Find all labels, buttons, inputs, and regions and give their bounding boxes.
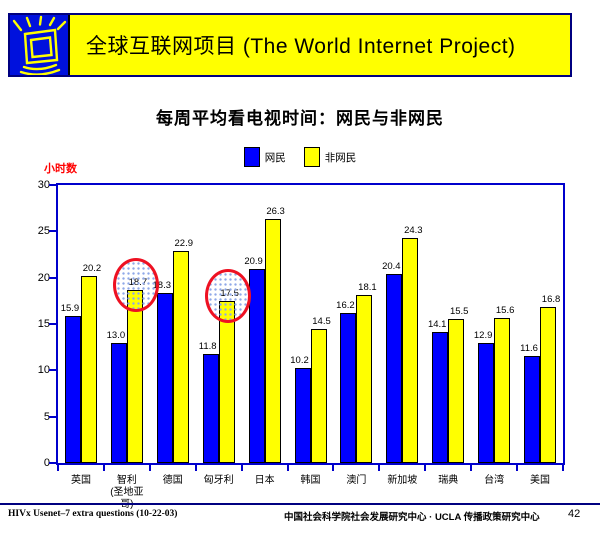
bar-netizen <box>64 315 81 463</box>
x-category-label: 美国 <box>530 475 551 486</box>
bar-value-label: 15.9 <box>60 302 80 314</box>
annotation-red-circle <box>204 268 251 323</box>
bar-value-label: 13.0 <box>106 329 126 341</box>
bar-value-label: 15.5 <box>449 306 469 318</box>
bar-value-label: 15.6 <box>495 305 515 317</box>
bar-non-netizen <box>356 295 373 463</box>
footer-center-text: 中国社会科学院社会发展研究中心 · UCLA 传播政策研究中心 <box>284 512 540 523</box>
bar-netizen <box>524 355 541 463</box>
bar-netizen <box>248 269 265 463</box>
bar-non-netizen <box>218 300 235 463</box>
x-tick-mark <box>194 465 197 471</box>
page-number: 42 <box>568 508 581 520</box>
bar-non-netizen <box>310 328 327 463</box>
x-category-label: 智利 (圣地亚哥) <box>110 475 144 510</box>
bar-non-netizen <box>540 307 557 463</box>
chart-title: 每周平均看电视时间：网民与非网民 <box>156 109 444 128</box>
bar-value-label: 11.8 <box>198 340 217 352</box>
x-tick-mark <box>424 465 427 471</box>
annotation-red-circle <box>112 257 159 312</box>
y-tick-mark <box>49 323 56 325</box>
x-category-label: 日本 <box>254 475 275 486</box>
bar-value-label: 12.9 <box>473 330 493 342</box>
bar-netizen <box>294 368 311 463</box>
y-tick-mark <box>49 184 56 186</box>
bar-non-netizen <box>494 318 511 463</box>
bar-value-label: 18.1 <box>358 282 377 294</box>
chart-legend: 网民 非网民 <box>0 146 600 168</box>
x-tick-mark <box>240 465 243 471</box>
y-tick-label: 25 <box>37 225 50 238</box>
x-tick-mark <box>332 465 335 471</box>
y-tick-mark <box>49 276 56 279</box>
x-category-label: 韩国 <box>300 475 321 486</box>
bar-value-label: 14.1 <box>427 319 447 331</box>
x-tick-mark <box>57 465 59 471</box>
bar-value-label: 22.9 <box>174 237 194 249</box>
bar-non-netizen <box>172 250 189 463</box>
y-tick-label: 20 <box>37 271 50 284</box>
bar-netizen <box>432 332 449 463</box>
y-axis-label: 小时数 <box>44 163 77 175</box>
y-tick-mark <box>49 462 56 464</box>
legend-item-non-netizen: 非网民 <box>303 147 357 167</box>
x-category-label: 台湾 <box>484 475 505 486</box>
bar-value-label: 11.6 <box>520 342 538 354</box>
x-category-label: 澳门 <box>346 475 367 486</box>
x-tick-mark <box>102 465 105 471</box>
x-category-label: 匈牙利 <box>203 475 234 486</box>
footer-divider <box>0 503 600 505</box>
bar-netizen <box>110 342 127 463</box>
x-category-label: 英国 <box>70 475 91 486</box>
slide-header: 全球互联网项目 (The World Internet Project) <box>8 13 572 77</box>
bar-value-label: 14.5 <box>312 315 331 327</box>
y-tick-mark <box>49 369 56 372</box>
bar-value-label: 20.9 <box>244 256 263 268</box>
bar-netizen <box>386 273 403 463</box>
legend-swatch-netizen <box>243 147 260 167</box>
bar-value-label: 18.3 <box>152 280 172 292</box>
bar-non-netizen <box>80 275 97 463</box>
x-tick-mark <box>378 465 381 471</box>
bar-value-label: 16.2 <box>336 299 355 311</box>
y-tick-label: 5 <box>43 410 50 423</box>
bar-netizen <box>478 343 495 463</box>
footer-left-text: HIVx Usenet–7 extra questions (10-22-03) <box>8 509 178 519</box>
x-tick-mark <box>148 465 151 471</box>
bar-non-netizen <box>402 237 419 463</box>
x-tick-mark <box>470 465 473 471</box>
y-tick-label: 30 <box>37 179 50 191</box>
slide-title: 全球互联网项目 (The World Internet Project) <box>86 35 516 58</box>
x-tick-mark <box>286 465 289 471</box>
bar-value-label: 26.3 <box>266 206 285 218</box>
y-tick-mark <box>49 415 56 418</box>
x-tick-mark <box>516 465 519 471</box>
bar-value-label: 24.3 <box>404 224 423 236</box>
legend-item-netizen: 网民 <box>243 147 286 167</box>
bar-value-label: 20.4 <box>382 260 401 272</box>
bar-value-label: 10.2 <box>290 355 309 367</box>
bar-netizen <box>202 353 219 463</box>
x-category-label: 瑞典 <box>438 475 459 486</box>
x-category-label: 德国 <box>162 475 183 486</box>
shining-screen-icon <box>10 15 70 75</box>
bar-non-netizen <box>126 289 143 463</box>
y-tick-mark <box>49 230 56 233</box>
y-tick-label: 15 <box>37 318 50 330</box>
bar-value-label: 16.8 <box>541 294 561 306</box>
bar-non-netizen <box>264 219 281 463</box>
x-tick-mark <box>562 465 564 471</box>
legend-label-non-netizen: 非网民 <box>324 151 357 164</box>
y-tick-label: 10 <box>37 364 50 377</box>
bar-netizen <box>156 293 173 463</box>
bar-value-label: 20.2 <box>82 262 102 274</box>
y-tick-label: 0 <box>43 457 50 469</box>
bar-netizen <box>340 312 357 463</box>
legend-label-netizen: 网民 <box>264 151 286 164</box>
legend-swatch-non-netizen <box>303 147 320 167</box>
bar-non-netizen <box>448 319 465 463</box>
x-category-label: 新加坡 <box>387 475 418 486</box>
